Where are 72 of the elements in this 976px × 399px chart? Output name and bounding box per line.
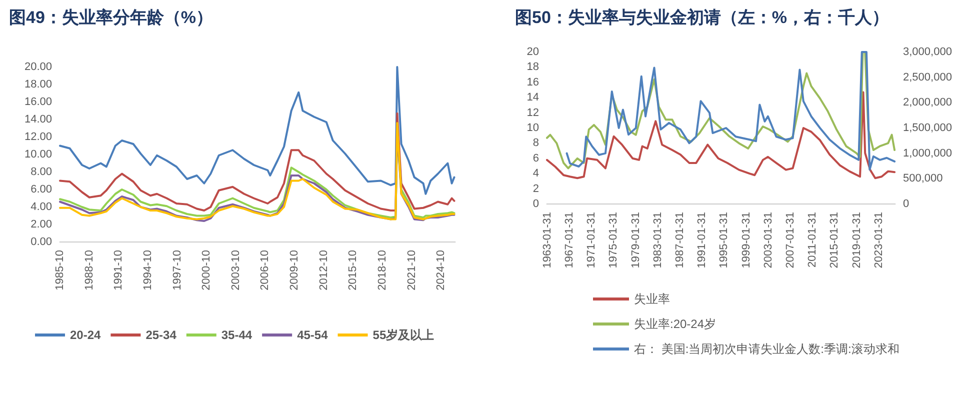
y-tick-label: 6: [532, 152, 539, 164]
legend-label: 右： 美国:当周初次申请失业金人数:季调:滚动求和: [634, 342, 900, 356]
y-tick-label: 14: [526, 92, 539, 104]
legend-label: 25-34: [146, 328, 177, 342]
x-tick-label: 1991-10: [112, 250, 125, 290]
legend-label: 55岁及以上: [372, 328, 434, 342]
y2-tick-label: 3,000,000: [903, 46, 952, 58]
x-tick-label: 1971-01-31: [586, 212, 598, 268]
x-tick-label: 1979-01-31: [630, 212, 642, 268]
x-tick-label: 2007-01-31: [784, 212, 797, 268]
y-tick-label: 10: [526, 122, 539, 134]
legend-label: 35-44: [221, 328, 252, 342]
y-tick-label: 8: [532, 137, 539, 150]
y2-tick-label: 2,500,000: [903, 71, 952, 84]
y2-tick-label: 0: [903, 198, 910, 210]
y2-tick-label: 2,000,000: [903, 96, 952, 109]
x-tick-label: 2003-01-31: [762, 212, 774, 268]
x-tick-label: 2009-10: [288, 250, 301, 290]
x-tick-label: 1997-10: [171, 250, 184, 290]
legend-label: 失业率:20-24岁: [634, 317, 716, 331]
y-tick-label: 2: [532, 182, 539, 195]
y2-tick-label: 1,500,000: [903, 122, 952, 134]
y-tick-label: 10.00: [24, 148, 52, 160]
x-tick-label: 1975-01-31: [608, 212, 620, 268]
x-tick-label: 2019-01-31: [850, 212, 863, 268]
legend-label: 20-24: [70, 328, 102, 342]
x-tick-label: 2000-10: [200, 250, 213, 290]
x-tick-label: 2023-01-31: [872, 212, 885, 268]
line-series: [59, 112, 456, 212]
y-tick-label: 20.00: [24, 61, 52, 73]
line-series: [59, 66, 456, 195]
x-tick-label: 2021-10: [406, 250, 418, 290]
y-tick-label: 4.00: [30, 201, 52, 213]
x-tick-label: 2018-10: [376, 250, 389, 290]
x-tick-label: 2015-01-31: [828, 212, 841, 268]
x-tick-label: 2015-10: [347, 250, 360, 290]
y-tick-label: 20: [526, 46, 539, 58]
y-tick-label: 0: [532, 198, 539, 210]
y-tick-label: 18: [526, 61, 539, 74]
legend-label: 45-54: [297, 328, 328, 342]
x-tick-label: 1999-01-31: [740, 212, 752, 268]
x-tick-label: 1994-10: [142, 250, 154, 290]
legend-label: 失业率: [634, 292, 670, 306]
y-tick-label: 16.00: [24, 96, 52, 108]
y2-tick-label: 500,000: [903, 172, 943, 185]
y-tick-label: 8.00: [30, 166, 52, 178]
x-tick-label: 1988-10: [83, 250, 96, 290]
chart-title: 图50：失业率与失业金初请（左：%，右：千人）: [515, 8, 890, 27]
chart-title: 图49：失业率分年龄（%）: [9, 8, 214, 27]
y-tick-label: 12.00: [24, 131, 52, 143]
line-series: [546, 91, 896, 180]
y-tick-label: 16: [526, 76, 539, 88]
x-tick-label: 2011-01-31: [806, 212, 819, 268]
y-tick-label: 6.00: [30, 184, 52, 196]
x-tick-label: 2003-10: [230, 250, 242, 290]
y2-tick-label: 1,000,000: [903, 147, 952, 160]
y-tick-label: 0.00: [30, 236, 52, 248]
x-tick-label: 1983-01-31: [652, 212, 664, 268]
y-tick-label: 14.00: [24, 114, 52, 126]
x-tick-label: 2024-10: [435, 250, 448, 290]
x-tick-label: 1995-01-31: [718, 212, 730, 268]
x-tick-label: 1987-01-31: [674, 212, 686, 268]
y-tick-label: 18.00: [24, 78, 52, 90]
x-tick-label: 2006-10: [259, 250, 272, 290]
y-tick-label: 12: [526, 106, 539, 119]
x-tick-label: 2012-10: [318, 250, 330, 290]
x-tick-label: 1967-01-31: [564, 212, 576, 268]
x-tick-label: 1985-10: [54, 250, 66, 290]
x-tick-label: 1991-01-31: [696, 212, 708, 268]
y-tick-label: 4: [532, 168, 539, 180]
x-tick-label: 1963-01-31: [541, 212, 554, 268]
y-tick-label: 2.00: [30, 218, 52, 230]
